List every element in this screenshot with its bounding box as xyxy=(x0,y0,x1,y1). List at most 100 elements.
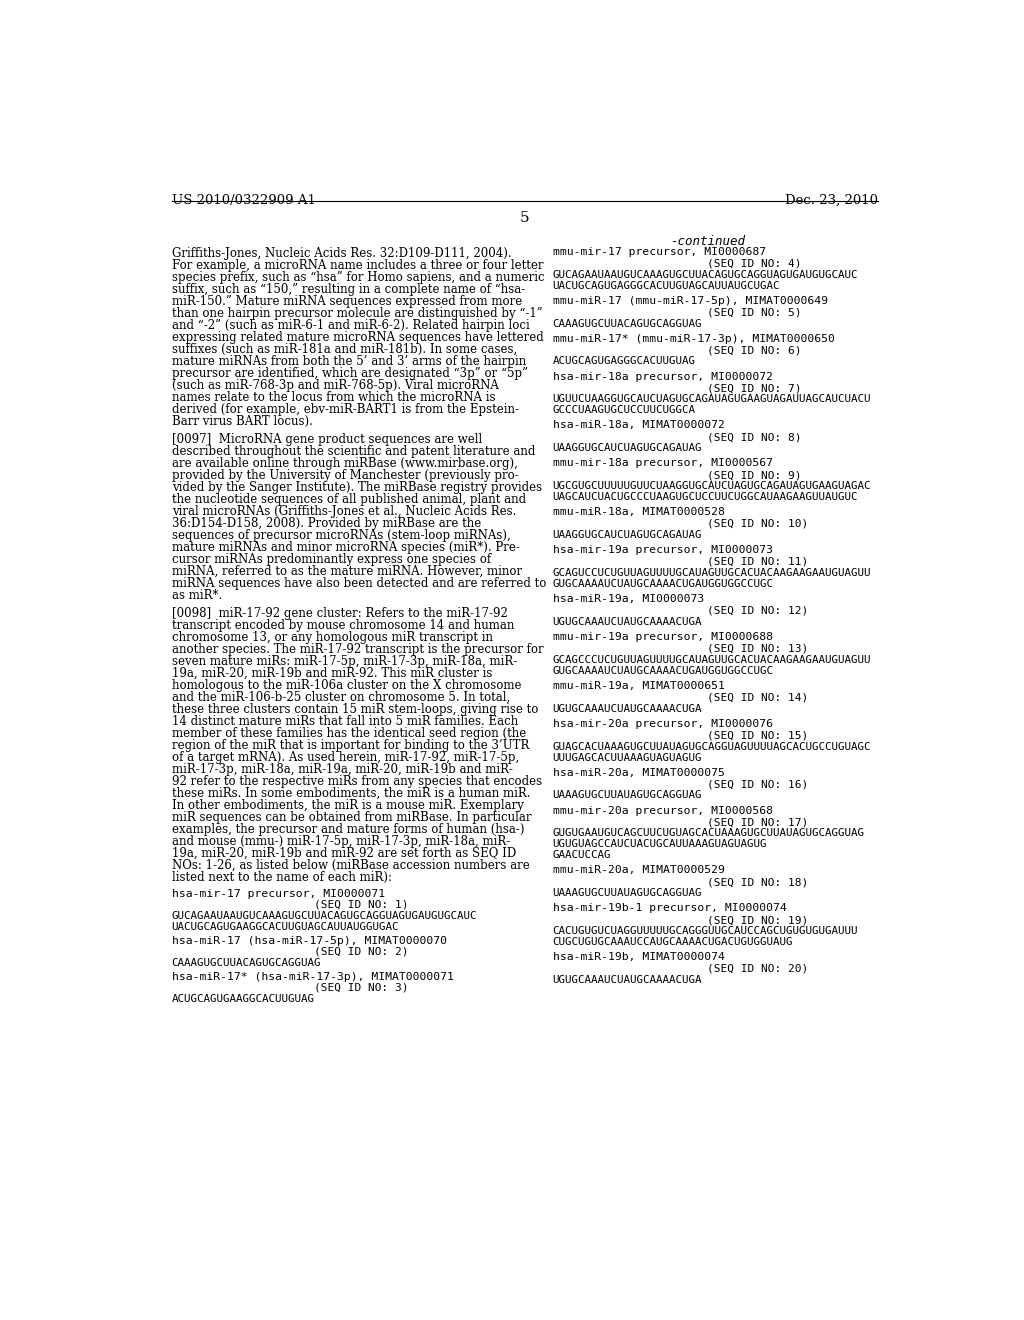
Text: UACUGCAGUGAAGGCACUUGUAGCAUUAUGGUGAC: UACUGCAGUGAAGGCACUUGUAGCAUUAUGGUGAC xyxy=(172,921,399,932)
Text: UGUGCAAAUCUAUGCAAAACUGA: UGUGCAAAUCUAUGCAAAACUGA xyxy=(553,975,702,985)
Text: mmu-miR-17* (mmu-miR-17-3p), MIMAT0000650: mmu-miR-17* (mmu-miR-17-3p), MIMAT000065… xyxy=(553,334,835,343)
Text: 19a, miR-20, miR-19b and miR-92 are set forth as SEQ ID: 19a, miR-20, miR-19b and miR-92 are set … xyxy=(172,846,516,859)
Text: 14 distinct mature miRs that fall into 5 miR families. Each: 14 distinct mature miRs that fall into 5… xyxy=(172,714,518,727)
Text: mmu-miR-18a, MIMAT0000528: mmu-miR-18a, MIMAT0000528 xyxy=(553,507,724,517)
Text: (SEQ ID NO: 6): (SEQ ID NO: 6) xyxy=(708,346,802,355)
Text: (SEQ ID NO: 4): (SEQ ID NO: 4) xyxy=(708,259,802,268)
Text: (SEQ ID NO: 2): (SEQ ID NO: 2) xyxy=(314,946,409,957)
Text: hsa-mir-20a precursor, MI0000076: hsa-mir-20a precursor, MI0000076 xyxy=(553,719,772,729)
Text: GUCAGAAUAAUGUCAAAGUGCUUACAGUGCAGGUAGUGAUGUGCAUC: GUCAGAAUAAUGUCAAAGUGCUUACAGUGCAGGUAGUGAU… xyxy=(172,911,477,921)
Text: examples, the precursor and mature forms of human (hsa-): examples, the precursor and mature forms… xyxy=(172,822,524,836)
Text: (SEQ ID NO: 15): (SEQ ID NO: 15) xyxy=(708,730,809,741)
Text: chromosome 13, or any homologous miR transcript in: chromosome 13, or any homologous miR tra… xyxy=(172,631,493,644)
Text: UACUGCAGUGAGGGCACUUGUAGCAUUAUGCUGAC: UACUGCAGUGAGGGCACUUGUAGCAUUAUGCUGAC xyxy=(553,281,780,290)
Text: hsa-miR-17* (hsa-miR-17-3p), MIMAT0000071: hsa-miR-17* (hsa-miR-17-3p), MIMAT000007… xyxy=(172,972,454,982)
Text: GCAGUCCUCUGUUAGUUUUGCAUAGUUGCACUACAAGAAGAAUGUAGUU: GCAGUCCUCUGUUAGUUUUGCAUAGUUGCACUACAAGAAG… xyxy=(553,568,871,578)
Text: of a target mRNA). As used herein, miR-17-92, miR-17-5p,: of a target mRNA). As used herein, miR-1… xyxy=(172,751,519,764)
Text: mature miRNAs and minor microRNA species (miR*). Pre-: mature miRNAs and minor microRNA species… xyxy=(172,541,519,554)
Text: region of the miR that is important for binding to the 3’UTR: region of the miR that is important for … xyxy=(172,739,529,752)
Text: transcript encoded by mouse chromosome 14 and human: transcript encoded by mouse chromosome 1… xyxy=(172,619,514,632)
Text: miR-17-3p, miR-18a, miR-19a, miR-20, miR-19b and miR-: miR-17-3p, miR-18a, miR-19a, miR-20, miR… xyxy=(172,763,513,776)
Text: UAAGGUGCAUCUAGUGCAGAUAG: UAAGGUGCAUCUAGUGCAGAUAG xyxy=(553,444,702,453)
Text: another species. The miR-17-92 transcript is the precursor for: another species. The miR-17-92 transcrip… xyxy=(172,643,544,656)
Text: NOs: 1-26, as listed below (miRBase accession numbers are: NOs: 1-26, as listed below (miRBase acce… xyxy=(172,859,529,871)
Text: these three clusters contain 15 miR stem-loops, giving rise to: these three clusters contain 15 miR stem… xyxy=(172,702,538,715)
Text: the nucleotide sequences of all published animal, plant and: the nucleotide sequences of all publishe… xyxy=(172,492,525,506)
Text: For example, a microRNA name includes a three or four letter: For example, a microRNA name includes a … xyxy=(172,259,543,272)
Text: mature miRNAs from both the 5’ and 3’ arms of the hairpin: mature miRNAs from both the 5’ and 3’ ar… xyxy=(172,355,526,368)
Text: (SEQ ID NO: 10): (SEQ ID NO: 10) xyxy=(708,519,809,529)
Text: UGUGCAAAUCUAUGCAAAACUGA: UGUGCAAAUCUAUGCAAAACUGA xyxy=(553,616,702,627)
Text: described throughout the scientific and patent literature and: described throughout the scientific and … xyxy=(172,445,535,458)
Text: GAACUCCAG: GAACUCCAG xyxy=(553,850,611,861)
Text: hsa-miR-20a, MIMAT0000075: hsa-miR-20a, MIMAT0000075 xyxy=(553,768,724,777)
Text: hsa-mir-18a precursor, MI0000072: hsa-mir-18a precursor, MI0000072 xyxy=(553,371,772,381)
Text: (SEQ ID NO: 3): (SEQ ID NO: 3) xyxy=(314,982,409,993)
Text: GUCAGAAUAAUGUCAAAGUGCUUACAGUGCAGGUAGUGAUGUGCAUC: GUCAGAAUAAUGUCAAAGUGCUUACAGUGCAGGUAGUGAU… xyxy=(553,269,858,280)
Text: UGUGUAGCCAUCUACUGCAUUAAAGUAGUAGUG: UGUGUAGCCAUCUACUGCAUUAAAGUAGUAGUG xyxy=(553,840,767,849)
Text: Griffiths-Jones, Nucleic Acids Res. 32:D109-D111, 2004).: Griffiths-Jones, Nucleic Acids Res. 32:D… xyxy=(172,247,511,260)
Text: mmu-miR-19a, MIMAT0000651: mmu-miR-19a, MIMAT0000651 xyxy=(553,681,724,690)
Text: (SEQ ID NO: 5): (SEQ ID NO: 5) xyxy=(708,308,802,317)
Text: UGCGUGCUUUUUGUUCUAAGGUGCAUCUAGUGCAGAUAGUGAAGUAGAC: UGCGUGCUUUUUGUUCUAAGGUGCAUCUAGUGCAGAUAGU… xyxy=(553,482,871,491)
Text: miRNA, referred to as the mature miRNA. However, minor: miRNA, referred to as the mature miRNA. … xyxy=(172,565,522,578)
Text: UAAAGUGCUUAUAGUGCAGGUAG: UAAAGUGCUUAUAGUGCAGGUAG xyxy=(553,791,702,800)
Text: ACUGCAGUGAGGGCACUUGUAG: ACUGCAGUGAGGGCACUUGUAG xyxy=(553,356,695,367)
Text: miRNA sequences have also been detected and are referred to: miRNA sequences have also been detected … xyxy=(172,577,546,590)
Text: 5: 5 xyxy=(520,211,529,226)
Text: hsa-mir-19b-1 precursor, MI0000074: hsa-mir-19b-1 precursor, MI0000074 xyxy=(553,903,786,913)
Text: (SEQ ID NO: 14): (SEQ ID NO: 14) xyxy=(708,693,809,702)
Text: species prefix, such as “hsa” for Homo sapiens, and a numeric: species prefix, such as “hsa” for Homo s… xyxy=(172,271,545,284)
Text: hsa-miR-18a, MIMAT0000072: hsa-miR-18a, MIMAT0000072 xyxy=(553,421,724,430)
Text: are available online through miRBase (www.mirbase.org),: are available online through miRBase (ww… xyxy=(172,457,517,470)
Text: UAAGGUGCAUCUAGUGCAGAUAG: UAAGGUGCAUCUAGUGCAGAUAG xyxy=(553,531,702,540)
Text: CAAAGUGCUUACAGUGCAGGUAG: CAAAGUGCUUACAGUGCAGGUAG xyxy=(172,958,322,968)
Text: homologous to the miR-106a cluster on the X chromosome: homologous to the miR-106a cluster on th… xyxy=(172,678,521,692)
Text: (SEQ ID NO: 7): (SEQ ID NO: 7) xyxy=(708,383,802,393)
Text: Dec. 23, 2010: Dec. 23, 2010 xyxy=(785,194,878,207)
Text: GUGCAAAAUCUAUGCAAAACUGAUGGUGGCCUGC: GUGCAAAAUCUAUGCAAAACUGAUGGUGGCCUGC xyxy=(553,579,773,589)
Text: listed next to the name of each miR):: listed next to the name of each miR): xyxy=(172,871,391,883)
Text: (SEQ ID NO: 18): (SEQ ID NO: 18) xyxy=(708,876,809,887)
Text: viral microRNAs (Griffiths-Jones et al., Nucleic Acids Res.: viral microRNAs (Griffiths-Jones et al.,… xyxy=(172,504,516,517)
Text: mmu-miR-20a, MIMAT0000529: mmu-miR-20a, MIMAT0000529 xyxy=(553,866,724,875)
Text: mmu-miR-17 (mmu-miR-17-5p), MIMAT0000649: mmu-miR-17 (mmu-miR-17-5p), MIMAT0000649 xyxy=(553,296,827,306)
Text: these miRs. In some embodiments, the miR is a human miR.: these miRs. In some embodiments, the miR… xyxy=(172,787,530,800)
Text: (SEQ ID NO: 19): (SEQ ID NO: 19) xyxy=(708,915,809,925)
Text: GUGUGAAUGUCAGCUUCUGUAGCACUAAAGUGCUUAUAGUGCAGGUAG: GUGUGAAUGUCAGCUUCUGUAGCACUAAAGUGCUUAUAGU… xyxy=(553,829,864,838)
Text: hsa-mir-19a precursor, MI0000073: hsa-mir-19a precursor, MI0000073 xyxy=(553,545,772,556)
Text: and mouse (mmu-) miR-17-5p, miR-17-3p, miR-18a, miR-: and mouse (mmu-) miR-17-5p, miR-17-3p, m… xyxy=(172,834,510,847)
Text: UAGCAUCUACUGCCCUAAGUGCUCCUUCUGGCAUAAGAAGUUAUGUC: UAGCAUCUACUGCCCUAAGUGCUCCUUCUGGCAUAAGAAG… xyxy=(553,492,858,502)
Text: 92 refer to the respective miRs from any species that encodes: 92 refer to the respective miRs from any… xyxy=(172,775,542,788)
Text: vided by the Sanger Institute). The miRBase registry provides: vided by the Sanger Institute). The miRB… xyxy=(172,480,542,494)
Text: CAAAGUGCUUACAGUGCAGGUAG: CAAAGUGCUUACAGUGCAGGUAG xyxy=(553,318,702,329)
Text: seven mature miRs: miR-17-5p, miR-17-3p, miR-18a, miR-: seven mature miRs: miR-17-5p, miR-17-3p,… xyxy=(172,655,517,668)
Text: miR sequences can be obtained from miRBase. In particular: miR sequences can be obtained from miRBa… xyxy=(172,810,531,824)
Text: CACUGUGUCUAGGUUUUUGCAGGGUUGCAUCCAGCUGUGUGUGAUUU: CACUGUGUCUAGGUUUUUGCAGGGUUGCAUCCAGCUGUGU… xyxy=(553,927,858,936)
Text: and the miR-106-b-25 cluster on chromosome 5. In total,: and the miR-106-b-25 cluster on chromoso… xyxy=(172,690,510,704)
Text: hsa-miR-19a, MI0000073: hsa-miR-19a, MI0000073 xyxy=(553,594,703,605)
Text: (SEQ ID NO: 1): (SEQ ID NO: 1) xyxy=(314,900,409,909)
Text: (SEQ ID NO: 13): (SEQ ID NO: 13) xyxy=(708,644,809,653)
Text: [0097]  MicroRNA gene product sequences are well: [0097] MicroRNA gene product sequences a… xyxy=(172,433,482,446)
Text: suffix, such as “150,” resulting in a complete name of “hsa-: suffix, such as “150,” resulting in a co… xyxy=(172,282,525,296)
Text: (SEQ ID NO: 9): (SEQ ID NO: 9) xyxy=(708,470,802,480)
Text: [0098]  miR-17-92 gene cluster: Refers to the miR-17-92: [0098] miR-17-92 gene cluster: Refers to… xyxy=(172,607,508,620)
Text: as miR*.: as miR*. xyxy=(172,589,222,602)
Text: miR-150.” Mature miRNA sequences expressed from more: miR-150.” Mature miRNA sequences express… xyxy=(172,294,522,308)
Text: GUAGCACUAAAGUGCUUAUAGUGCAGGUAGUUUUAGCACUGCCUGUAGC: GUAGCACUAAAGUGCUUAUAGUGCAGGUAGUUUUAGCACU… xyxy=(553,742,871,751)
Text: (SEQ ID NO: 12): (SEQ ID NO: 12) xyxy=(708,606,809,615)
Text: names relate to the locus from which the microRNA is: names relate to the locus from which the… xyxy=(172,391,496,404)
Text: mmu-mir-17 precursor, MI0000687: mmu-mir-17 precursor, MI0000687 xyxy=(553,247,766,257)
Text: hsa-mir-17 precursor, MI0000071: hsa-mir-17 precursor, MI0000071 xyxy=(172,888,385,899)
Text: suffixes (such as miR-181a and miR-181b). In some cases,: suffixes (such as miR-181a and miR-181b)… xyxy=(172,343,517,356)
Text: CUGCUGUGCAAAUCCAUGCAAAACUGACUGUGGUAUG: CUGCUGUGCAAAUCCAUGCAAAACUGACUGUGGUAUG xyxy=(553,937,793,948)
Text: UUUGAGCACUUAAAGUAGUAGUG: UUUGAGCACUUAAAGUAGUAGUG xyxy=(553,752,702,763)
Text: derived (for example, ebv-miR-BART1 is from the Epstein-: derived (for example, ebv-miR-BART1 is f… xyxy=(172,403,518,416)
Text: hsa-miR-17 (hsa-miR-17-5p), MIMAT0000070: hsa-miR-17 (hsa-miR-17-5p), MIMAT0000070 xyxy=(172,936,446,945)
Text: GCAGCCCUCUGUUAGUUUUGCAUAGUUGCACUACAAGAAGAAUGUAGUU: GCAGCCCUCUGUUAGUUUUGCAUAGUUGCACUACAAGAAG… xyxy=(553,655,871,665)
Text: member of these families has the identical seed region (the: member of these families has the identic… xyxy=(172,727,526,739)
Text: precursor are identified, which are designated “3p” or “5p”: precursor are identified, which are desi… xyxy=(172,367,527,380)
Text: expressing related mature microRNA sequences have lettered: expressing related mature microRNA seque… xyxy=(172,331,544,343)
Text: (SEQ ID NO: 20): (SEQ ID NO: 20) xyxy=(708,964,809,974)
